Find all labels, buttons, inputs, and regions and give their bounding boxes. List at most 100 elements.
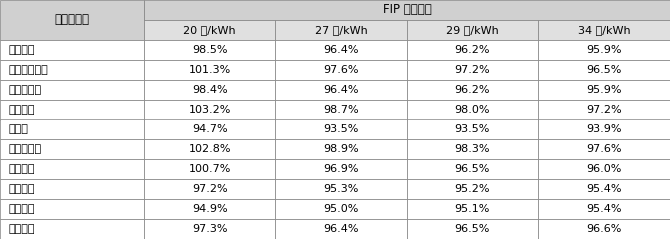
Bar (275, 120, 407, 139)
Bar (275, 139, 407, 159)
Bar (275, 159, 407, 179)
Text: 94.7%: 94.7% (192, 125, 228, 135)
Bar (407, 219, 538, 239)
Bar (144, 199, 275, 219)
Bar (407, 179, 538, 199)
Bar (275, 80, 407, 100)
Text: 93.5%: 93.5% (455, 125, 490, 135)
Text: 20 円/kWh: 20 円/kWh (184, 25, 236, 35)
Bar (275, 60, 407, 80)
Bar (538, 159, 670, 179)
Text: 98.5%: 98.5% (192, 45, 227, 55)
Text: 95.3%: 95.3% (324, 184, 358, 194)
Bar (275, 20, 407, 40)
Text: 96.5%: 96.5% (455, 224, 490, 234)
Bar (407, 80, 538, 100)
Bar (0, 159, 144, 179)
Text: 97.6%: 97.6% (586, 144, 622, 154)
Bar (0, 219, 144, 239)
Bar (144, 219, 275, 239)
Text: 102.8%: 102.8% (188, 144, 231, 154)
Text: 96.5%: 96.5% (455, 164, 490, 174)
Text: 98.0%: 98.0% (455, 104, 490, 114)
Bar (144, 20, 275, 40)
Text: 34 円/kWh: 34 円/kWh (578, 25, 630, 35)
Text: 野村ダム: 野村ダム (9, 184, 35, 194)
Bar (144, 40, 275, 60)
Text: 103.2%: 103.2% (188, 104, 231, 114)
Text: 93.5%: 93.5% (324, 125, 358, 135)
Bar (407, 139, 538, 159)
Bar (0, 179, 144, 199)
Text: 鶴田ダム: 鶴田ダム (9, 224, 35, 234)
Bar (407, 199, 538, 219)
Bar (275, 100, 407, 120)
Text: 93.9%: 93.9% (586, 125, 622, 135)
Bar (144, 179, 275, 199)
Text: 95.1%: 95.1% (455, 204, 490, 214)
Text: 97.2%: 97.2% (454, 65, 490, 75)
Bar (144, 139, 275, 159)
Text: 95.4%: 95.4% (586, 184, 622, 194)
Bar (407, 40, 538, 60)
Bar (0, 80, 144, 100)
Bar (144, 0, 670, 20)
Text: 97.2%: 97.2% (586, 104, 622, 114)
Text: 95.9%: 95.9% (586, 85, 622, 95)
Bar (144, 120, 275, 139)
Text: 29 円/kWh: 29 円/kWh (446, 25, 498, 35)
Bar (0, 60, 144, 80)
Text: 96.5%: 96.5% (586, 65, 622, 75)
Text: 観測地点名: 観測地点名 (54, 13, 90, 27)
Text: 98.9%: 98.9% (323, 144, 359, 154)
Text: 九頭竜ダム: 九頭竜ダム (9, 144, 42, 154)
Bar (275, 40, 407, 60)
Bar (538, 179, 670, 199)
Text: 95.0%: 95.0% (324, 204, 358, 214)
Text: 蓮ダム: 蓮ダム (9, 125, 29, 135)
Text: 97.6%: 97.6% (324, 65, 358, 75)
Text: 96.2%: 96.2% (455, 45, 490, 55)
Text: 101.3%: 101.3% (188, 65, 231, 75)
Text: 96.4%: 96.4% (324, 85, 358, 95)
Text: 96.4%: 96.4% (324, 45, 358, 55)
Bar (0, 0, 144, 40)
Bar (407, 20, 538, 40)
Bar (407, 120, 538, 139)
Bar (538, 40, 670, 60)
Bar (538, 80, 670, 100)
Text: 徳山ダム: 徳山ダム (9, 104, 35, 114)
Text: 94.9%: 94.9% (192, 204, 228, 214)
Text: 96.0%: 96.0% (586, 164, 622, 174)
Text: 98.4%: 98.4% (192, 85, 228, 95)
Text: 寺内ダム: 寺内ダム (9, 204, 35, 214)
Bar (0, 40, 144, 60)
Text: 98.3%: 98.3% (455, 144, 490, 154)
Text: 98.7%: 98.7% (323, 104, 359, 114)
Bar (275, 179, 407, 199)
Bar (144, 159, 275, 179)
Bar (275, 199, 407, 219)
Text: 96.6%: 96.6% (586, 224, 622, 234)
Bar (538, 139, 670, 159)
Text: 100.7%: 100.7% (188, 164, 231, 174)
Bar (0, 199, 144, 219)
Text: 五十里ダム: 五十里ダム (9, 85, 42, 95)
Bar (407, 60, 538, 80)
Bar (538, 60, 670, 80)
Bar (407, 159, 538, 179)
Text: 96.9%: 96.9% (324, 164, 358, 174)
Text: 玉川ダム: 玉川ダム (9, 45, 35, 55)
Bar (0, 100, 144, 120)
Text: 95.9%: 95.9% (586, 45, 622, 55)
Text: 95.2%: 95.2% (455, 184, 490, 194)
Bar (538, 219, 670, 239)
Text: 96.2%: 96.2% (455, 85, 490, 95)
Text: 土師ダム: 土師ダム (9, 164, 35, 174)
Bar (538, 120, 670, 139)
Bar (144, 100, 275, 120)
Bar (144, 80, 275, 100)
Bar (407, 100, 538, 120)
Bar (0, 120, 144, 139)
Text: 27 円/kWh: 27 円/kWh (315, 25, 367, 35)
